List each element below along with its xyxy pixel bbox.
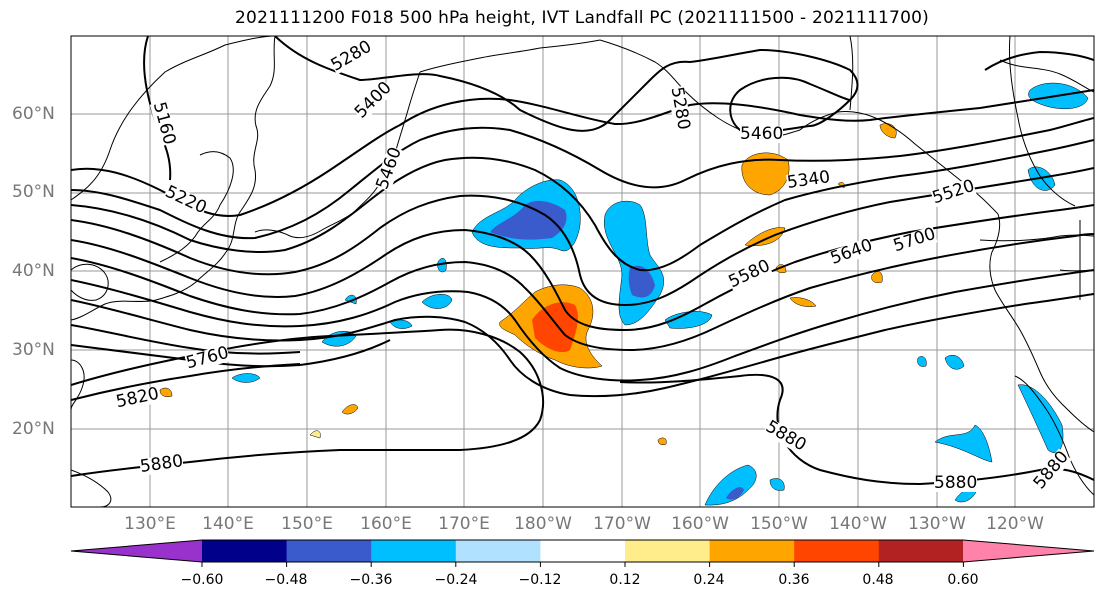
height-contours (71, 36, 1094, 486)
lat-label: 30°N (12, 340, 55, 360)
lon-label: 150°W (750, 514, 808, 534)
lat-label: 50°N (12, 182, 55, 202)
lon-label: 130°E (124, 514, 176, 534)
colorbar-cell (794, 540, 880, 562)
colorbar-cell (202, 540, 288, 562)
colorbar-extend-low (71, 540, 202, 562)
contour-label: 5460 (740, 124, 784, 144)
colorbar-cell (540, 540, 626, 562)
colorbar-cell (625, 540, 711, 562)
ivt-shading (159, 82, 1089, 506)
lat-label: 40°N (12, 261, 55, 281)
colorbar-tick-label: −0.12 (518, 572, 562, 588)
colorbar-tick-label: 0.48 (862, 572, 894, 588)
lat-label: 20°N (12, 419, 55, 439)
colorbar-tick-label: −0.60 (180, 572, 224, 588)
colorbar-cell (371, 540, 457, 562)
lon-label: 160°E (360, 514, 412, 534)
map-title: 2021111200 F018 500 hPa height, IVT Land… (235, 8, 929, 28)
lon-label: 130°W (908, 514, 966, 534)
colorbar-tick-label: −0.48 (264, 572, 308, 588)
colorbar-tick-label: 0.24 (693, 572, 725, 588)
lon-label: 170°E (438, 514, 490, 534)
colorbar-cell (878, 540, 964, 562)
contour-label: 5880 (934, 473, 978, 493)
colorbar-tick-label: −0.24 (434, 572, 478, 588)
map-frame (70, 35, 1095, 508)
lon-label: 160°W (671, 514, 729, 534)
lat-label: 60°N (12, 104, 55, 124)
colorbar-tick-label: 0.12 (609, 572, 641, 588)
lon-label: 140°W (829, 514, 887, 534)
colorbar-extend-high (963, 540, 1094, 562)
lon-label: 170°W (593, 514, 651, 534)
colorbar-cell (455, 540, 541, 562)
colorbar-cell (709, 540, 795, 562)
lon-label: 150°E (281, 514, 333, 534)
colorbar-cells (70, 539, 1095, 563)
colorbar-cell (286, 540, 372, 562)
colorbar-tick-label: −0.36 (349, 572, 393, 588)
lon-label: 180°W (514, 514, 572, 534)
lon-label: 120°W (986, 514, 1044, 534)
lon-label: 140°E (202, 514, 254, 534)
colorbar-tick-label: 0.60 (947, 572, 979, 588)
colorbar-tick-label: 0.36 (778, 572, 810, 588)
